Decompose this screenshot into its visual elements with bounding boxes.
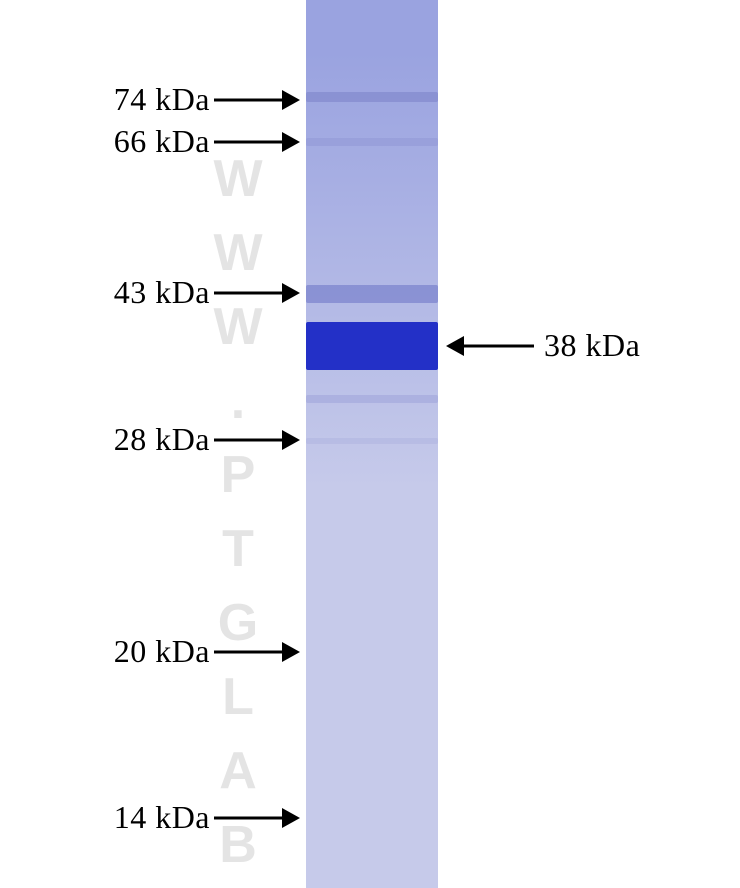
- band-74: [306, 92, 438, 102]
- mw-marker-left: 74 kDa: [0, 82, 306, 118]
- mw-marker-label: 20 kDa: [114, 633, 210, 670]
- mw-marker-left: 28 kDa: [0, 422, 306, 458]
- arrow-right-icon: [214, 808, 298, 828]
- gel-image: WWW.PTGLAB.COM 74 kDa 66 kDa 43 kDa 28 kDa 2…: [0, 0, 740, 888]
- band-43: [306, 285, 438, 303]
- mw-marker-label: 66 kDa: [114, 123, 210, 160]
- band-28: [306, 438, 438, 444]
- mw-marker-label: 28 kDa: [114, 421, 210, 458]
- watermark-text: WWW.PTGLAB.COM: [208, 150, 268, 888]
- band-66: [306, 138, 438, 146]
- mw-marker-label: 43 kDa: [114, 274, 210, 311]
- band-below-target: [306, 395, 438, 403]
- mw-marker-left: 20 kDa: [0, 634, 306, 670]
- arrow-right-icon: [214, 132, 298, 152]
- mw-marker-label: 14 kDa: [114, 799, 210, 836]
- arrow-left-icon: [448, 336, 534, 356]
- arrow-right-icon: [214, 90, 298, 110]
- arrow-right-icon: [214, 283, 298, 303]
- arrow-right-icon: [214, 642, 298, 662]
- mw-marker-label: 74 kDa: [114, 81, 210, 118]
- mw-marker-left: 14 kDa: [0, 800, 306, 836]
- gel-lane: [306, 0, 438, 888]
- mw-marker-left: 66 kDa: [0, 124, 306, 160]
- mw-marker-left: 43 kDa: [0, 275, 306, 311]
- arrow-right-icon: [214, 430, 298, 450]
- target-band-label: 38 kDa: [544, 327, 640, 364]
- gel-lane-bg: [306, 0, 438, 888]
- band-target-38: [306, 322, 438, 370]
- target-band-marker: 38 kDa: [438, 328, 740, 364]
